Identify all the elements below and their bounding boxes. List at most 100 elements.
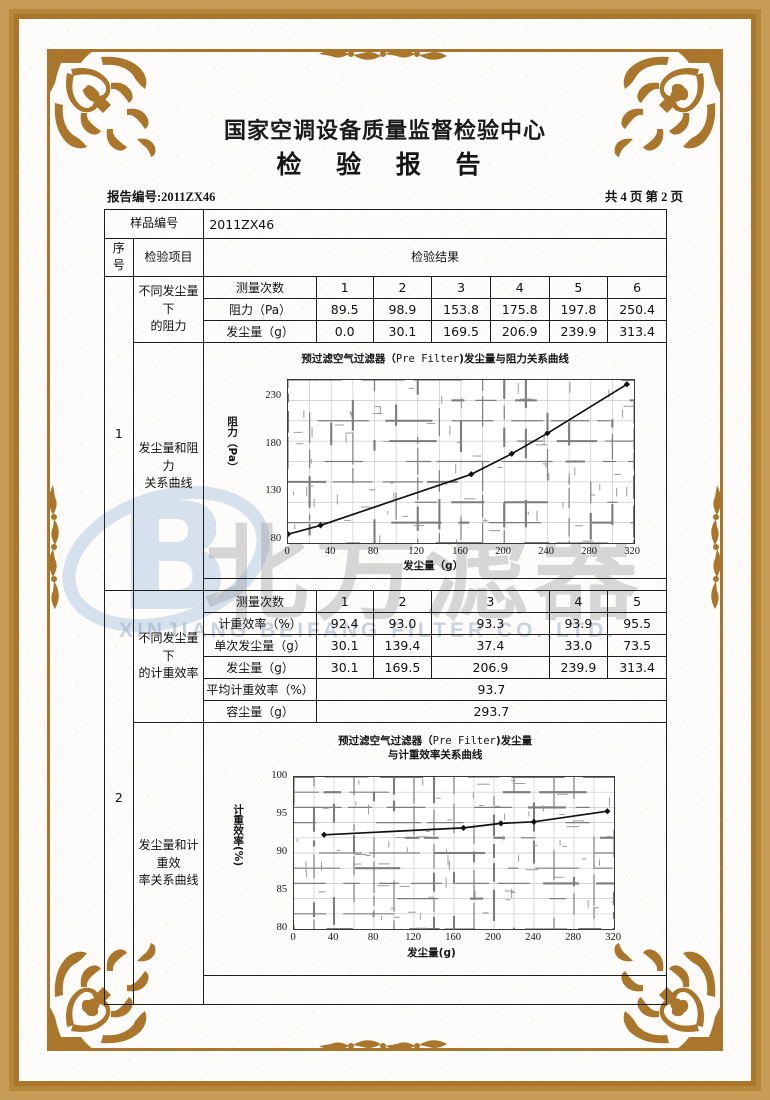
gold-rule-top — [47, 49, 723, 52]
cell-dust1-4: 206.9 — [489, 319, 550, 343]
table-row-measure-no-2: 2 不同发尘量下 的计重效率 测量次数 1 2 3 4 5 — [104, 589, 667, 1005]
ornament-corner-bottom-right — [611, 939, 729, 1057]
cell-measure-2-4: 4 — [548, 589, 609, 613]
cell-sdust-1: 30.1 — [315, 633, 374, 657]
report-content: 国家空调设备质量监督检验中心 检 验 报 告 报告编号:2011ZX46 共 4… — [19, 19, 751, 1081]
ornament-sprig-left — [43, 475, 65, 625]
cell-sdust-3: 37.4 — [431, 633, 550, 657]
sample-no-label: 样品编号 — [103, 209, 205, 239]
chart-1-ylabel: 阻力（Pa） — [226, 416, 239, 473]
cell-dust1-1: 0.0 — [315, 319, 374, 343]
chart-2-xtick-0: 0 — [290, 931, 296, 943]
section2-item-curve-l1: 发尘量和计重效 — [138, 838, 199, 870]
cell-eff-5: 95.5 — [607, 611, 667, 635]
chart-2-ytick-80: 80 — [276, 921, 288, 933]
cell-measure-1-5: 5 — [548, 275, 609, 299]
gold-rule-bottom — [47, 1048, 723, 1051]
table-row-measure-no-1: 1 不同发尘量下 的阻力 测量次数 1 2 3 4 5 6 — [104, 275, 667, 591]
cell-eff-2: 93.0 — [372, 611, 433, 635]
chart-cell-1: 预过滤空气过滤器（Pre Filter)发尘量与阻力关系曲线 阻力（Pa） 23… — [203, 341, 667, 579]
cell-measure-1-4: 4 — [489, 275, 550, 299]
chart-1-xtick-80: 80 — [367, 546, 379, 558]
chart-1-plotbox — [287, 379, 636, 545]
table-row-single-dust: 单次发尘量（g） 30.1 139.4 37.4 33.0 73.5 — [105, 633, 667, 657]
chart-resistance: 预过滤空气过滤器（Pre Filter)发尘量与阻力关系曲线 阻力（Pa） 23… — [206, 347, 664, 573]
cell-measure-2-2: 2 — [372, 589, 433, 613]
chart-1-xtick-240: 240 — [538, 546, 555, 558]
section1-item-curve-l2: 关系曲线 — [144, 475, 193, 490]
row-label-measure-no-2: 测量次数 — [203, 589, 317, 613]
section2-item-curve-l2: 率关系曲线 — [138, 872, 199, 887]
cell-resistance-1: 89.5 — [315, 297, 374, 321]
chart-2-spacer — [203, 975, 667, 1005]
chart-1-xtick-40: 40 — [324, 546, 336, 558]
chart-1-ytick-80: 80 — [270, 533, 282, 545]
cell-dust1-3: 169.5 — [431, 319, 491, 343]
cell-measure-2-5: 5 — [607, 589, 667, 613]
chart-1-xtick-0: 0 — [284, 546, 290, 558]
row-label-average: 平均计重效率（%） — [203, 677, 317, 701]
report-number-label: 报告编号: — [107, 190, 162, 204]
row-label-capacity: 容尘量（g） — [203, 699, 317, 723]
section1-item-curve: 发尘量和阻力 关系曲线 — [132, 341, 205, 591]
chart-1-ytick-180: 180 — [265, 438, 282, 450]
cell-dust2-4: 239.9 — [548, 655, 609, 679]
cell-eff-4: 93.9 — [548, 611, 609, 635]
gold-rule-right — [720, 49, 723, 1051]
cell-measure-1-6: 6 — [607, 275, 667, 299]
chart-1-title-mono: Pre Filter — [395, 353, 460, 366]
ornament-sprig-top — [305, 43, 465, 65]
chart-2-xtick-80: 80 — [367, 931, 379, 943]
chart-2-xtick-240: 240 — [525, 931, 542, 943]
cell-measure-1-3: 3 — [431, 275, 491, 299]
chart-1-title: 预过滤空气过滤器（Pre Filter)发尘量与阻力关系曲线 — [206, 347, 664, 366]
table-row-chart-1: 发尘量和阻力 关系曲线 预过滤空气过滤器（Pre Filter)发尘量与阻力关系… — [105, 341, 667, 591]
chart-2-ylabel: 计重效率(%) — [232, 803, 245, 867]
chart-1-title-a: 预过滤空气过滤器（ — [301, 353, 396, 366]
row-label-dust-1: 发尘量（g） — [203, 319, 317, 343]
organization-title: 国家空调设备质量监督检验中心 — [223, 119, 546, 144]
chart-1-xtick-160: 160 — [452, 546, 469, 558]
table-row-chart-2: 发尘量和计重效 率关系曲线 预过滤空气过滤器（Pre Filter)发尘量 与计… — [105, 721, 667, 1005]
section2-item-efficiency-l1: 不同发尘量下 — [138, 631, 199, 663]
cell-average-value: 93.7 — [315, 677, 668, 701]
row-label-efficiency: 计重效率（%） — [203, 611, 317, 635]
chart-2-xtick-40: 40 — [327, 931, 339, 943]
cell-dust2-2: 169.5 — [372, 655, 433, 679]
chart-1-xtick-320: 320 — [624, 546, 641, 558]
section1-item-resistance-l2: 的阻力 — [150, 318, 187, 333]
section1-item-curve-l1: 发尘量和阻力 — [138, 441, 199, 473]
chart-2-ytick-90: 90 — [276, 845, 288, 857]
chart-2-xtick-200: 200 — [485, 931, 502, 943]
cell-resistance-3: 153.8 — [431, 297, 491, 321]
header-index: 序号 — [104, 238, 134, 277]
section2-item-efficiency-l2: 的计重效率 — [138, 665, 199, 680]
chart-2-title-b: )发尘量 — [495, 734, 533, 747]
cell-dust2-5: 313.4 — [607, 655, 667, 679]
table-row-chart-2-spacer — [105, 975, 667, 1005]
header-result: 检验结果 — [203, 238, 667, 277]
cell-dust2-3: 206.9 — [431, 655, 550, 679]
document-title: 检 验 报 告 — [276, 150, 494, 179]
cell-dust1-2: 30.1 — [372, 319, 433, 343]
section1-item-resistance: 不同发尘量下 的阻力 — [132, 275, 205, 343]
row-label-dust-2: 发尘量（g） — [203, 655, 317, 679]
chart-1-title-b: )发尘量与阻力关系曲线 — [459, 353, 569, 366]
cell-capacity-value: 293.7 — [315, 699, 668, 723]
cell-resistance-6: 250.4 — [607, 297, 667, 321]
table-row-sample-no: 样品编号 2011ZX46 — [103, 209, 667, 239]
chart-2-title-a: 预过滤空气过滤器（ — [338, 734, 433, 747]
page-indicator: 共 4 页 第 2 页 — [604, 190, 683, 204]
ornament-sprig-right — [705, 475, 727, 625]
chart-2-ytick-85: 85 — [276, 883, 288, 895]
cell-measure-1-2: 2 — [372, 275, 433, 299]
table-row-average: 平均计重效率（%） 93.7 — [105, 677, 668, 701]
cell-sdust-4: 33.0 — [548, 633, 609, 657]
chart-2-title: 预过滤空气过滤器（Pre Filter)发尘量 与计重效率关系曲线 — [206, 729, 664, 762]
chart-2-ytick-100: 100 — [271, 769, 288, 781]
cell-dust2-1: 30.1 — [315, 655, 374, 679]
chart-2-xtick-160: 160 — [445, 931, 462, 943]
cell-dust1-6: 313.4 — [607, 319, 667, 343]
chart-1-xtick-120: 120 — [408, 546, 425, 558]
